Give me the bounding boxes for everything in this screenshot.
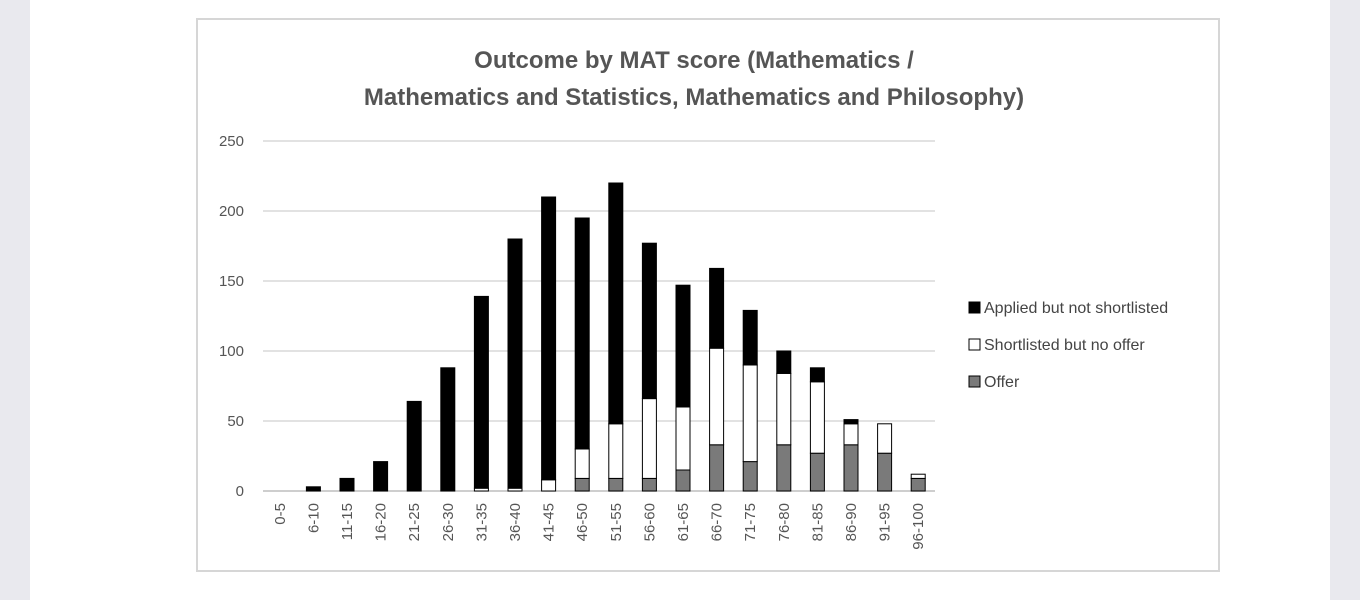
bar-segment-offer [641, 477, 657, 492]
bar-segment-offer [608, 477, 624, 492]
bar-segment-offer [742, 461, 758, 492]
x-tick-label: 16-20 [373, 503, 390, 541]
legend-label: Shortlisted but no offer [984, 337, 1145, 354]
x-tick-label: 21-25 [406, 503, 423, 541]
legend-swatch [968, 338, 981, 351]
bar-segment-offer [675, 469, 691, 492]
page-background: Outcome by MAT score (Mathematics / Math… [30, 0, 1330, 600]
bar-segment-applied-but-not-shortlisted [574, 217, 590, 450]
x-tick-label: 71-75 [742, 503, 759, 541]
bar-segment-shortlisted-but-no-offer [541, 479, 557, 492]
bar-segment-applied-but-not-shortlisted [776, 350, 792, 374]
bar-segment-offer [843, 444, 859, 492]
bar-segment-shortlisted-but-no-offer [675, 406, 691, 471]
x-tick-label: 81-85 [809, 503, 826, 541]
stacked-bar-chart: Outcome by MAT score (Mathematics / Math… [219, 47, 1168, 550]
bar-segment-shortlisted-but-no-offer [641, 398, 657, 479]
bar-segment-offer [877, 452, 893, 492]
bar-segment-applied-but-not-shortlisted [742, 309, 758, 366]
x-tick-label: 11-15 [339, 503, 356, 540]
bar-segment-applied-but-not-shortlisted [440, 367, 456, 492]
bar-segment-applied-but-not-shortlisted [641, 242, 657, 400]
gridlines [263, 140, 935, 492]
bar-segment-shortlisted-but-no-offer [809, 381, 825, 454]
x-tick-label: 66-70 [709, 503, 726, 541]
bar-segment-shortlisted-but-no-offer [910, 473, 926, 479]
x-tick-label: 26-30 [440, 503, 457, 541]
bar-segment-applied-but-not-shortlisted [373, 461, 389, 492]
bar-segment-shortlisted-but-no-offer [776, 372, 792, 446]
bar-segment-shortlisted-but-no-offer [843, 423, 859, 446]
bar-segment-applied-but-not-shortlisted [709, 267, 725, 349]
x-tick-label: 36-40 [507, 503, 524, 541]
x-tick-label: 6-10 [305, 503, 322, 533]
bar-segment-applied-but-not-shortlisted [608, 182, 624, 425]
x-tick-label: 31-35 [473, 503, 490, 541]
x-tick-label: 56-60 [641, 503, 658, 541]
bars [305, 182, 926, 492]
y-tick-label: 0 [236, 483, 244, 500]
bar-segment-applied-but-not-shortlisted [675, 284, 691, 408]
x-tick-label: 86-90 [843, 503, 860, 541]
bar-segment-offer [809, 452, 825, 492]
legend: Applied but not shortlisted Shortlisted b… [968, 300, 1168, 391]
legend-swatch [968, 301, 981, 314]
x-tick-label: 51-55 [608, 503, 625, 541]
bar-segment-applied-but-not-shortlisted [473, 295, 489, 489]
x-tick-label: 41-45 [541, 503, 558, 541]
chart-frame: Outcome by MAT score (Mathematics / Math… [196, 18, 1220, 572]
bar-segment-offer [776, 444, 792, 492]
bar-segment-applied-but-not-shortlisted [809, 367, 825, 383]
x-tick-label: 91-95 [877, 503, 894, 541]
legend-label: Applied but not shortlisted [984, 300, 1168, 317]
bar-segment-shortlisted-but-no-offer [877, 423, 893, 454]
bar-segment-shortlisted-but-no-offer [742, 364, 758, 463]
y-tick-label: 200 [219, 203, 244, 220]
bar-segment-offer [910, 477, 926, 492]
x-tick-label: 96-100 [910, 503, 927, 550]
y-axis: 0 50 100 150 200 250 [219, 133, 244, 500]
bar-segment-offer [574, 477, 590, 492]
legend-label: Offer [984, 374, 1020, 391]
y-tick-label: 250 [219, 133, 244, 150]
y-tick-label: 50 [227, 413, 244, 430]
bar-segment-shortlisted-but-no-offer [608, 423, 624, 479]
bar-segment-applied-but-not-shortlisted [406, 400, 422, 492]
x-axis: 0-5 6-10 11-15 16-20 21-25 26-30 31-35 36-40 41-… [272, 503, 927, 550]
x-tick-label: 0-5 [272, 503, 289, 525]
x-tick-label: 61-65 [675, 503, 692, 541]
legend-swatch [968, 375, 981, 388]
x-tick-label: 76-80 [776, 503, 793, 541]
bar-segment-applied-but-not-shortlisted [843, 419, 859, 425]
bar-segment-applied-but-not-shortlisted [541, 196, 557, 481]
bar-segment-applied-but-not-shortlisted [339, 477, 355, 492]
bar-segment-shortlisted-but-no-offer [574, 448, 590, 479]
y-tick-label: 150 [219, 273, 244, 290]
chart-title-line-1: Outcome by MAT score (Mathematics / [474, 47, 914, 74]
bar-segment-applied-but-not-shortlisted [507, 238, 523, 489]
bar-segment-applied-but-not-shortlisted [305, 486, 321, 492]
y-tick-label: 100 [219, 343, 244, 360]
chart-title-line-2: Mathematics and Statistics, Mathematics … [364, 84, 1024, 111]
x-tick-label: 46-50 [574, 503, 591, 541]
bar-segment-offer [709, 444, 725, 492]
bar-segment-shortlisted-but-no-offer [709, 347, 725, 446]
